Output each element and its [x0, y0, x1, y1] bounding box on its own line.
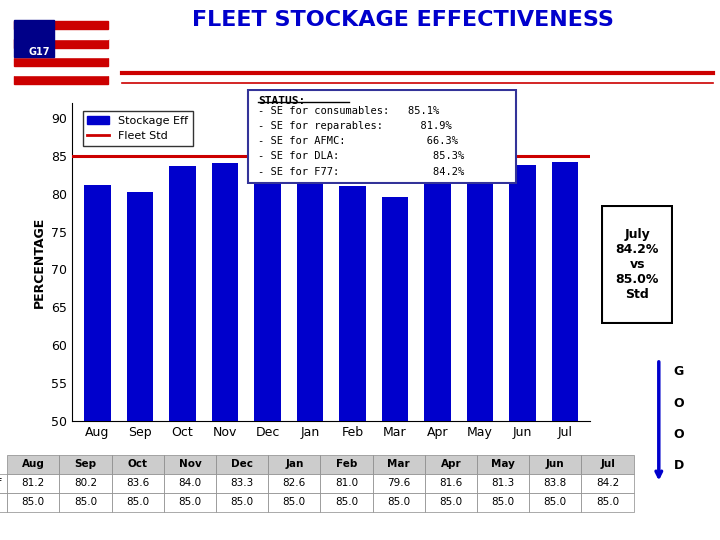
Bar	[254, 168, 281, 540]
Bar	[14, 67, 108, 75]
Bar	[84, 185, 111, 540]
Bar	[467, 184, 493, 540]
Text: O: O	[674, 428, 684, 441]
Bar	[127, 192, 153, 540]
Text: STATUS:: STATUS:	[258, 96, 306, 106]
Text: D: D	[674, 459, 684, 472]
Bar	[169, 166, 196, 540]
Text: FLEET STOCKAGE EFFECTIVENESS: FLEET STOCKAGE EFFECTIVENESS	[192, 10, 614, 30]
Bar	[14, 21, 108, 29]
Bar	[14, 49, 108, 57]
FancyBboxPatch shape	[248, 90, 516, 183]
Bar	[14, 76, 108, 84]
Text: - SE for DLA:               85.3%: - SE for DLA: 85.3%	[258, 151, 464, 161]
Bar	[297, 174, 323, 540]
FancyBboxPatch shape	[602, 206, 672, 323]
Bar	[552, 162, 578, 540]
Bar	[14, 39, 108, 48]
Bar	[382, 197, 408, 540]
Bar	[14, 20, 54, 57]
Text: G17: G17	[29, 47, 50, 57]
Legend: Stockage Eff, Fleet Std: Stockage Eff, Fleet Std	[83, 111, 193, 146]
Text: July
84.2%
vs
85.0%
Std: July 84.2% vs 85.0% Std	[616, 228, 659, 301]
Bar	[509, 165, 536, 540]
Text: O: O	[674, 396, 684, 409]
Text: - SE for F77:               84.2%: - SE for F77: 84.2%	[258, 166, 464, 177]
Bar	[212, 163, 238, 540]
Text: G: G	[674, 366, 684, 379]
Bar	[14, 30, 108, 38]
Text: - SE for AFMC:             66.3%: - SE for AFMC: 66.3%	[258, 137, 459, 146]
Bar	[14, 58, 108, 66]
Bar	[424, 181, 451, 540]
Text: - SE for consumables:   85.1%: - SE for consumables: 85.1%	[258, 106, 440, 116]
Bar	[339, 186, 366, 540]
Y-axis label: PERCENTAGE: PERCENTAGE	[32, 217, 45, 307]
Text: - SE for reparables:      81.9%: - SE for reparables: 81.9%	[258, 122, 452, 131]
